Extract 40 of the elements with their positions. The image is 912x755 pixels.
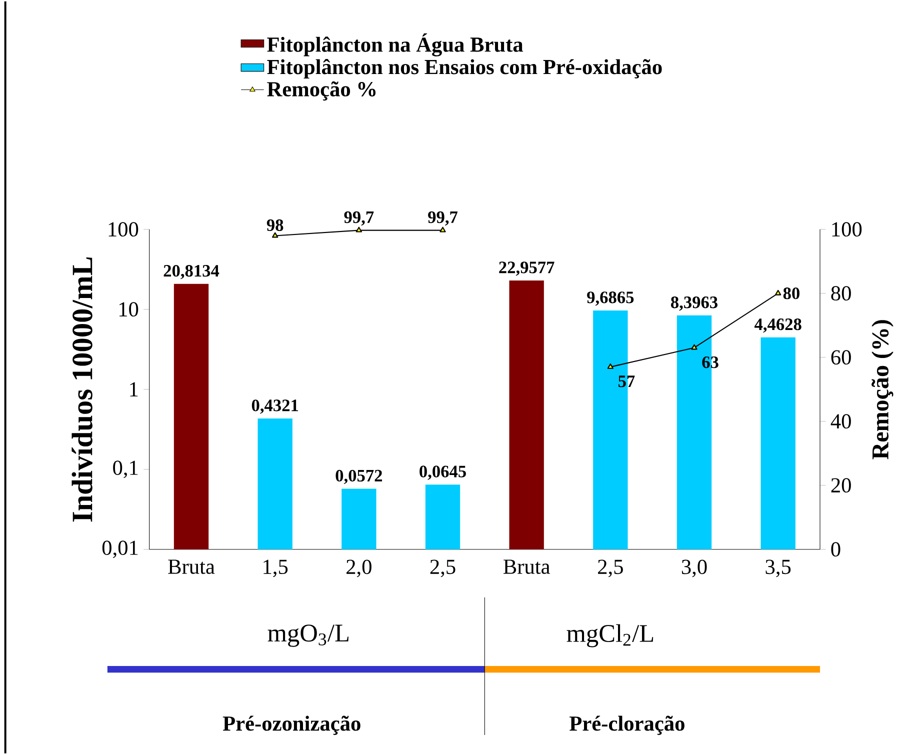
data-label: 0,4321 — [252, 400, 298, 414]
data-label: 0,0572 — [336, 470, 382, 484]
x-tick-label: 2,0 — [346, 560, 372, 578]
x-tick-label: 2,5 — [430, 560, 456, 578]
data-label: 0,0645 — [420, 466, 466, 480]
x-tick-label: 3,0 — [682, 560, 707, 578]
data-label: 4,4628 — [754, 318, 802, 333]
y2-tick-label: 100 — [832, 222, 862, 237]
data-label: 99,7 — [428, 212, 458, 226]
x-tick-label: 2,5 — [598, 560, 623, 578]
y2-tick-label: 40 — [830, 414, 851, 429]
y2-tick-label: 20 — [831, 478, 851, 493]
legend-label: Fitoplâncton nos Ensaios com Pré-oxidação — [267, 59, 662, 79]
y2-tick-label: 80 — [831, 286, 851, 301]
y-tick-label: 0,01 — [102, 540, 138, 558]
x-tick-label: Bruta — [503, 560, 550, 574]
x-tick-label: 1,5 — [264, 560, 288, 578]
y-tick-label: 1 — [130, 382, 138, 397]
y2-axis-title: Remoção (%) — [872, 320, 894, 460]
x-tick-label: Bruta — [168, 560, 215, 574]
legend-label: Remoção % — [267, 82, 376, 101]
data-label: 8,3963 — [671, 296, 718, 311]
x-tick-label: 3,5 — [766, 560, 791, 578]
text: mgO$_{3}$/L — [268, 624, 348, 648]
y-tick-label: 10 — [119, 302, 138, 317]
data-label: 98 — [266, 219, 284, 232]
data-label: 99,7 — [344, 212, 374, 226]
y2-tick-label: 60 — [831, 350, 851, 365]
data-label: 20,8134 — [164, 265, 220, 280]
data-label: 80 — [783, 288, 800, 300]
data-label: 9,6865 — [587, 292, 634, 306]
y-axis-title: Indivíduos 10000/mL — [72, 257, 92, 522]
text: Pré-ozonização — [222, 716, 360, 736]
y-tick-label: 0,1 — [113, 460, 138, 478]
data-label: 22,9577 — [499, 262, 554, 276]
text: mgCl$_{2}$/L — [566, 624, 654, 648]
y2-tick-label: 0 — [831, 542, 840, 557]
legend-label: Fitoplâncton na Água Bruta — [267, 34, 524, 57]
text: Pré-cloração — [570, 716, 684, 736]
y-tick-label: 100 — [108, 222, 138, 237]
